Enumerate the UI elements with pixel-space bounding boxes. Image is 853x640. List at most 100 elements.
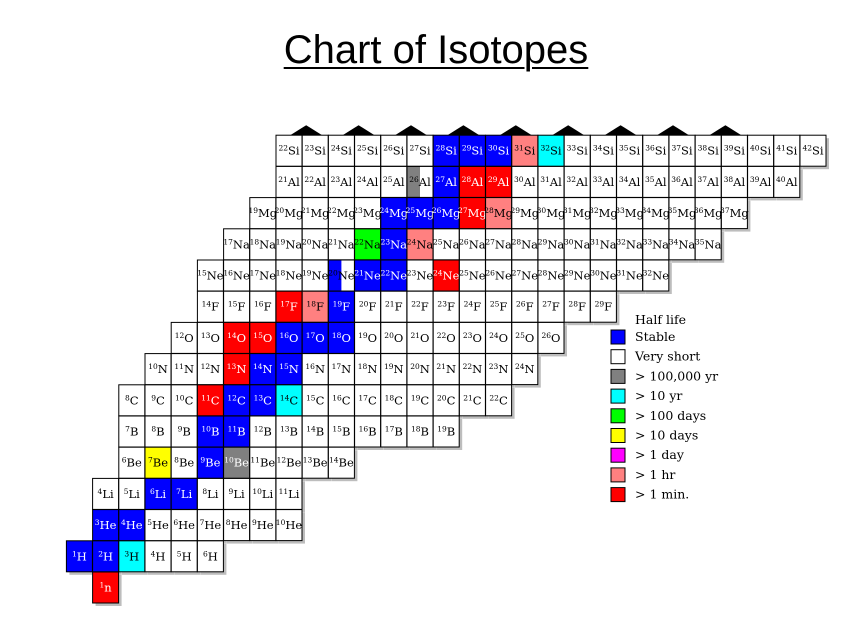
- element-symbol: Ne: [233, 269, 250, 283]
- element-symbol: Al: [627, 175, 640, 189]
- mass-number: 29: [488, 175, 498, 184]
- mass-number: 27: [409, 144, 419, 153]
- isotope-cell-B-10: 10B: [196, 415, 224, 448]
- mass-number: 35: [668, 206, 678, 215]
- cell-box: [275, 353, 303, 386]
- mass-number: 26: [542, 331, 552, 340]
- isotope-label: 15B: [332, 425, 350, 439]
- mass-number: 11: [228, 425, 238, 434]
- up-arrow-icon: [604, 125, 637, 136]
- element-symbol: Na: [705, 237, 722, 251]
- mass-number: 27: [435, 175, 445, 184]
- isotope-label: 21Na: [328, 237, 355, 251]
- isotope-cell-Mg-20: 20Mg: [275, 197, 304, 230]
- cell-box: [144, 353, 172, 386]
- element-symbol: Mg: [441, 206, 461, 220]
- mass-number: 17: [250, 269, 260, 278]
- mass-number: 15: [332, 425, 342, 434]
- isotope-label: 30Al: [514, 175, 536, 189]
- mass-number: 24: [433, 269, 443, 278]
- mass-number: 11: [201, 393, 211, 402]
- isotope-cell-F-20: 20F: [354, 290, 382, 323]
- mass-number: 23: [407, 269, 417, 278]
- isotope-label: 26O: [542, 331, 561, 345]
- mass-number: 42: [802, 144, 812, 153]
- isotope-label: 14N: [253, 362, 273, 376]
- element-symbol: C: [211, 393, 220, 407]
- cell-box: [432, 415, 460, 448]
- isotope-cell-Si-38: 38Si: [694, 134, 722, 167]
- cell-box: [327, 165, 355, 198]
- mass-number: 22: [278, 144, 288, 153]
- isotope-cell-N-21: 21N: [432, 353, 460, 386]
- element-symbol: He: [178, 518, 195, 532]
- cell-box: [458, 384, 486, 417]
- isotope-cell-Be-7: 7Be: [144, 446, 172, 479]
- isotope-label: 29Mg: [510, 206, 539, 220]
- cell-box: [432, 290, 460, 323]
- element-symbol: Si: [576, 144, 588, 158]
- cell-box: [223, 415, 251, 448]
- mass-number: 4: [151, 549, 156, 558]
- isotope-label: 16C: [332, 393, 351, 407]
- mass-number: 6: [150, 487, 155, 496]
- element-symbol: Mg: [651, 206, 671, 220]
- isotope-cell-Mg-35: 35Mg: [668, 197, 697, 230]
- element-symbol: Al: [418, 175, 431, 189]
- element-symbol: O: [315, 331, 324, 345]
- isotope-cell-Mg-22: 22Mg: [327, 197, 356, 230]
- cell-box: [301, 197, 329, 230]
- element-symbol: N: [158, 362, 168, 376]
- cell-box: [589, 259, 617, 292]
- isotope-cell-C-8: 8C: [118, 384, 146, 417]
- isotope-cell-C-9: 9C: [144, 384, 172, 417]
- element-symbol: Na: [678, 237, 695, 251]
- cell-box: [642, 165, 670, 198]
- isotope-cell-Mg-30: 30Mg: [537, 197, 566, 230]
- isotope-label: 28Al: [462, 175, 484, 189]
- element-symbol: Be: [234, 456, 249, 470]
- cell-box: [511, 321, 539, 354]
- mass-number: 29: [510, 206, 520, 215]
- mass-number: 16: [359, 425, 369, 434]
- isotope-label: 19C: [411, 393, 430, 407]
- cell-box: [65, 540, 93, 573]
- element-symbol: O: [263, 331, 272, 345]
- isotope-cell-Si-42: 42Si: [799, 134, 827, 167]
- isotope-label: 35Si: [619, 144, 640, 158]
- mass-number: 19: [411, 393, 421, 402]
- element-symbol: Mg: [258, 206, 278, 220]
- mass-number: 7: [125, 425, 130, 434]
- isotope-cell-H-2: 2H: [92, 540, 120, 573]
- isotope-label: 17O: [306, 331, 325, 345]
- isotope-cell-Al-39: 39Al: [747, 165, 775, 198]
- isotope-label: 23Al: [331, 175, 353, 189]
- element-symbol: Na: [626, 237, 643, 251]
- cell-box: [668, 134, 696, 167]
- mass-number: 17: [358, 393, 368, 402]
- isotope-cell-B-15: 15B: [327, 415, 355, 448]
- isotope-label: 35Na: [695, 237, 722, 251]
- isotope-cell-C-13: 13C: [249, 384, 277, 417]
- isotope-label: 11Li: [279, 487, 300, 501]
- element-symbol: Li: [155, 487, 167, 501]
- isotope-label: 25Al: [383, 175, 405, 189]
- mass-number: 16: [332, 393, 342, 402]
- element-symbol: Ne: [416, 269, 433, 283]
- mass-number: 20: [437, 393, 447, 402]
- isotope-label: 35Mg: [668, 206, 697, 220]
- cell-box: [799, 134, 827, 167]
- element-symbol: Na: [495, 237, 512, 251]
- cell-box: [92, 477, 120, 510]
- mass-number: 28: [538, 269, 548, 278]
- element-symbol: Mg: [703, 206, 723, 220]
- isotope-label: 22Ne: [381, 269, 408, 283]
- element-symbol: O: [210, 331, 219, 345]
- mass-number: 11: [250, 456, 260, 465]
- mass-number: 23: [331, 175, 341, 184]
- element-symbol: N: [472, 362, 482, 376]
- isotope-label: 20Mg: [275, 206, 304, 220]
- cell-box: [118, 446, 146, 479]
- mass-number: 21: [385, 300, 395, 309]
- mass-number: 28: [436, 144, 446, 153]
